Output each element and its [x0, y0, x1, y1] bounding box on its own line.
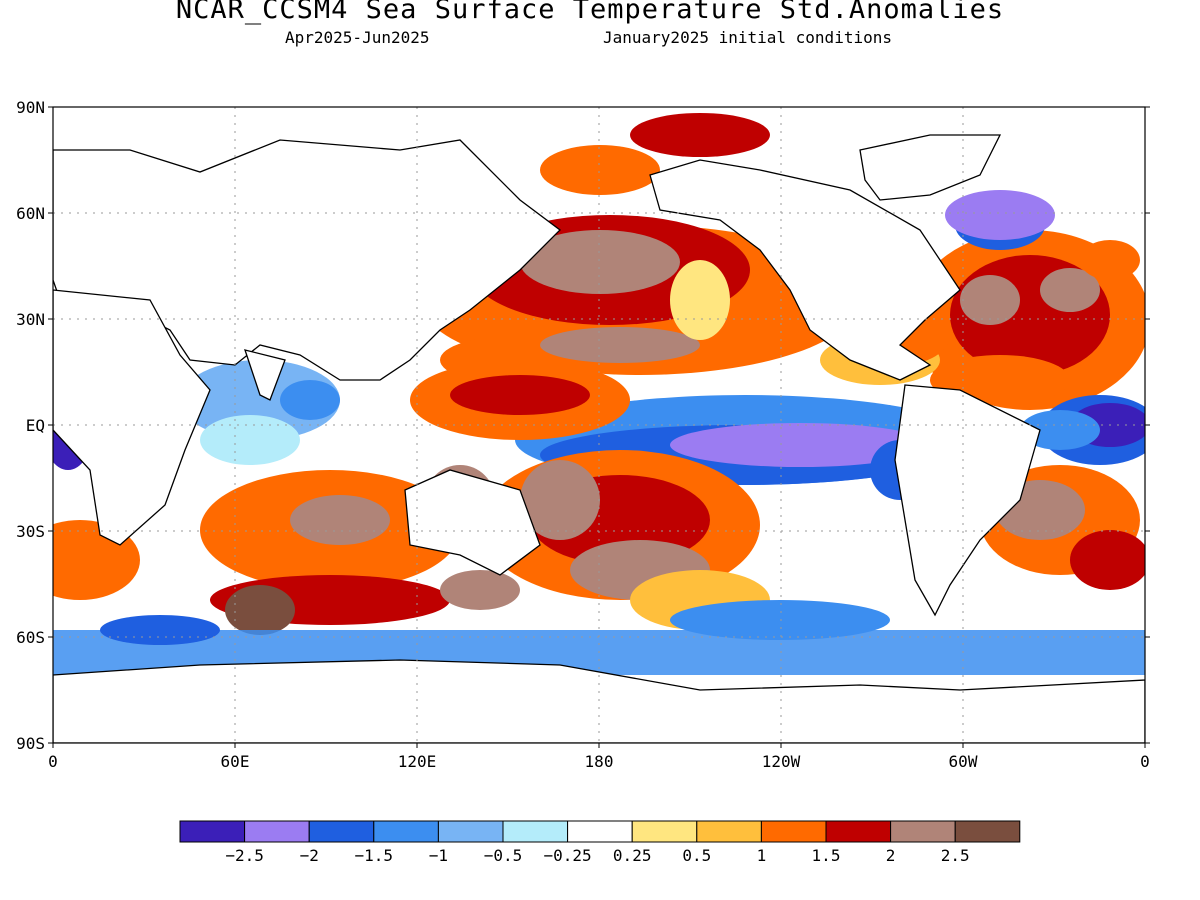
anomaly-region [670, 260, 730, 340]
anomaly-region [540, 145, 660, 195]
anomaly-region [450, 375, 590, 415]
graticule [53, 107, 1145, 743]
lat-label: 60S [16, 628, 45, 647]
anomaly-region [670, 600, 890, 640]
lat-label: 30S [16, 522, 45, 541]
lat-label: 90N [16, 98, 45, 117]
landmass-australia [404, 469, 541, 576]
lon-label: 120E [398, 752, 437, 771]
anomaly-region [280, 380, 340, 420]
lon-label: 0 [48, 752, 58, 771]
landmass-antarctica [53, 659, 1145, 743]
lon-label: 60W [949, 752, 978, 771]
lat-label: 30N [16, 310, 45, 329]
colorbar-label: 0.25 [613, 846, 652, 865]
colorbar-swatch [179, 820, 246, 843]
colorbar-label: −1.5 [355, 846, 394, 865]
anomaly-region [960, 275, 1020, 325]
colorbar-label: −2.5 [225, 846, 264, 865]
colorbar-swatch [502, 820, 569, 843]
colorbar-label: 1.5 [812, 846, 841, 865]
colorbar-label: −2 [300, 846, 319, 865]
lon-label: 180 [585, 752, 614, 771]
lon-label: 0 [1140, 752, 1150, 771]
landmass-south-america [894, 384, 1041, 617]
anomaly-region [1020, 410, 1100, 450]
lat-label: EQ [26, 416, 45, 435]
anomaly-region [200, 415, 300, 465]
initial-conditions: January2025 initial conditions [603, 28, 892, 47]
colorbar-swatch [308, 820, 375, 843]
anomaly-region [520, 460, 600, 540]
colorbar-label: 2 [886, 846, 896, 865]
colorbar-swatch [244, 820, 310, 843]
anomaly-region [1040, 268, 1100, 312]
colorbar-label: −0.25 [544, 846, 592, 865]
anomaly-region [1070, 530, 1145, 590]
colorbar-label: 1 [757, 846, 767, 865]
colorbar-label: 2.5 [941, 846, 970, 865]
landmass-africa [53, 289, 211, 546]
lon-label: 60E [221, 752, 250, 771]
colorbar-swatch [954, 820, 1021, 843]
anomaly-region [53, 110, 1145, 135]
colorbar-label: −0.5 [484, 846, 523, 865]
anomaly-region [630, 113, 770, 157]
landmass-india [244, 349, 286, 401]
colorbar-swatch [631, 820, 698, 843]
anomaly-region [440, 570, 520, 610]
forecast-period: Apr2025-Jun2025 [285, 28, 430, 47]
continent-outlines [53, 134, 1145, 743]
colorbar-swatch [567, 820, 633, 843]
anomaly-region [100, 615, 220, 645]
chart-title: NCAR_CCSM4 Sea Surface Temperature Std.A… [175, 0, 1005, 25]
anomaly-region [225, 585, 295, 635]
colorbar-label: −1 [429, 846, 448, 865]
landmass-north-america [649, 159, 961, 381]
colorbar-swatch [373, 820, 439, 843]
lon-label: 120W [762, 752, 801, 771]
lat-label: 90S [16, 734, 45, 753]
anomaly-region [1080, 240, 1140, 280]
anomaly-region [945, 190, 1055, 240]
colorbar-swatch [437, 820, 504, 843]
landmass-greenland [859, 134, 1002, 201]
anomaly-region [670, 423, 930, 467]
colorbar-swatch [696, 820, 762, 843]
colorbar-swatch [890, 820, 956, 843]
colorbar: −2.5 −2 −1.5 −1 −0.5 −0.25 0.25 0.5 1 1.5 2 2.5 [179, 820, 1021, 865]
colorbar-swatch [760, 820, 827, 843]
colorbar-swatch [825, 820, 892, 843]
anomaly-region [520, 230, 680, 294]
anomaly-region [290, 495, 390, 545]
lat-label: 60N [16, 204, 45, 223]
colorbar-label: 0.5 [682, 846, 711, 865]
anomaly-region [540, 327, 700, 363]
